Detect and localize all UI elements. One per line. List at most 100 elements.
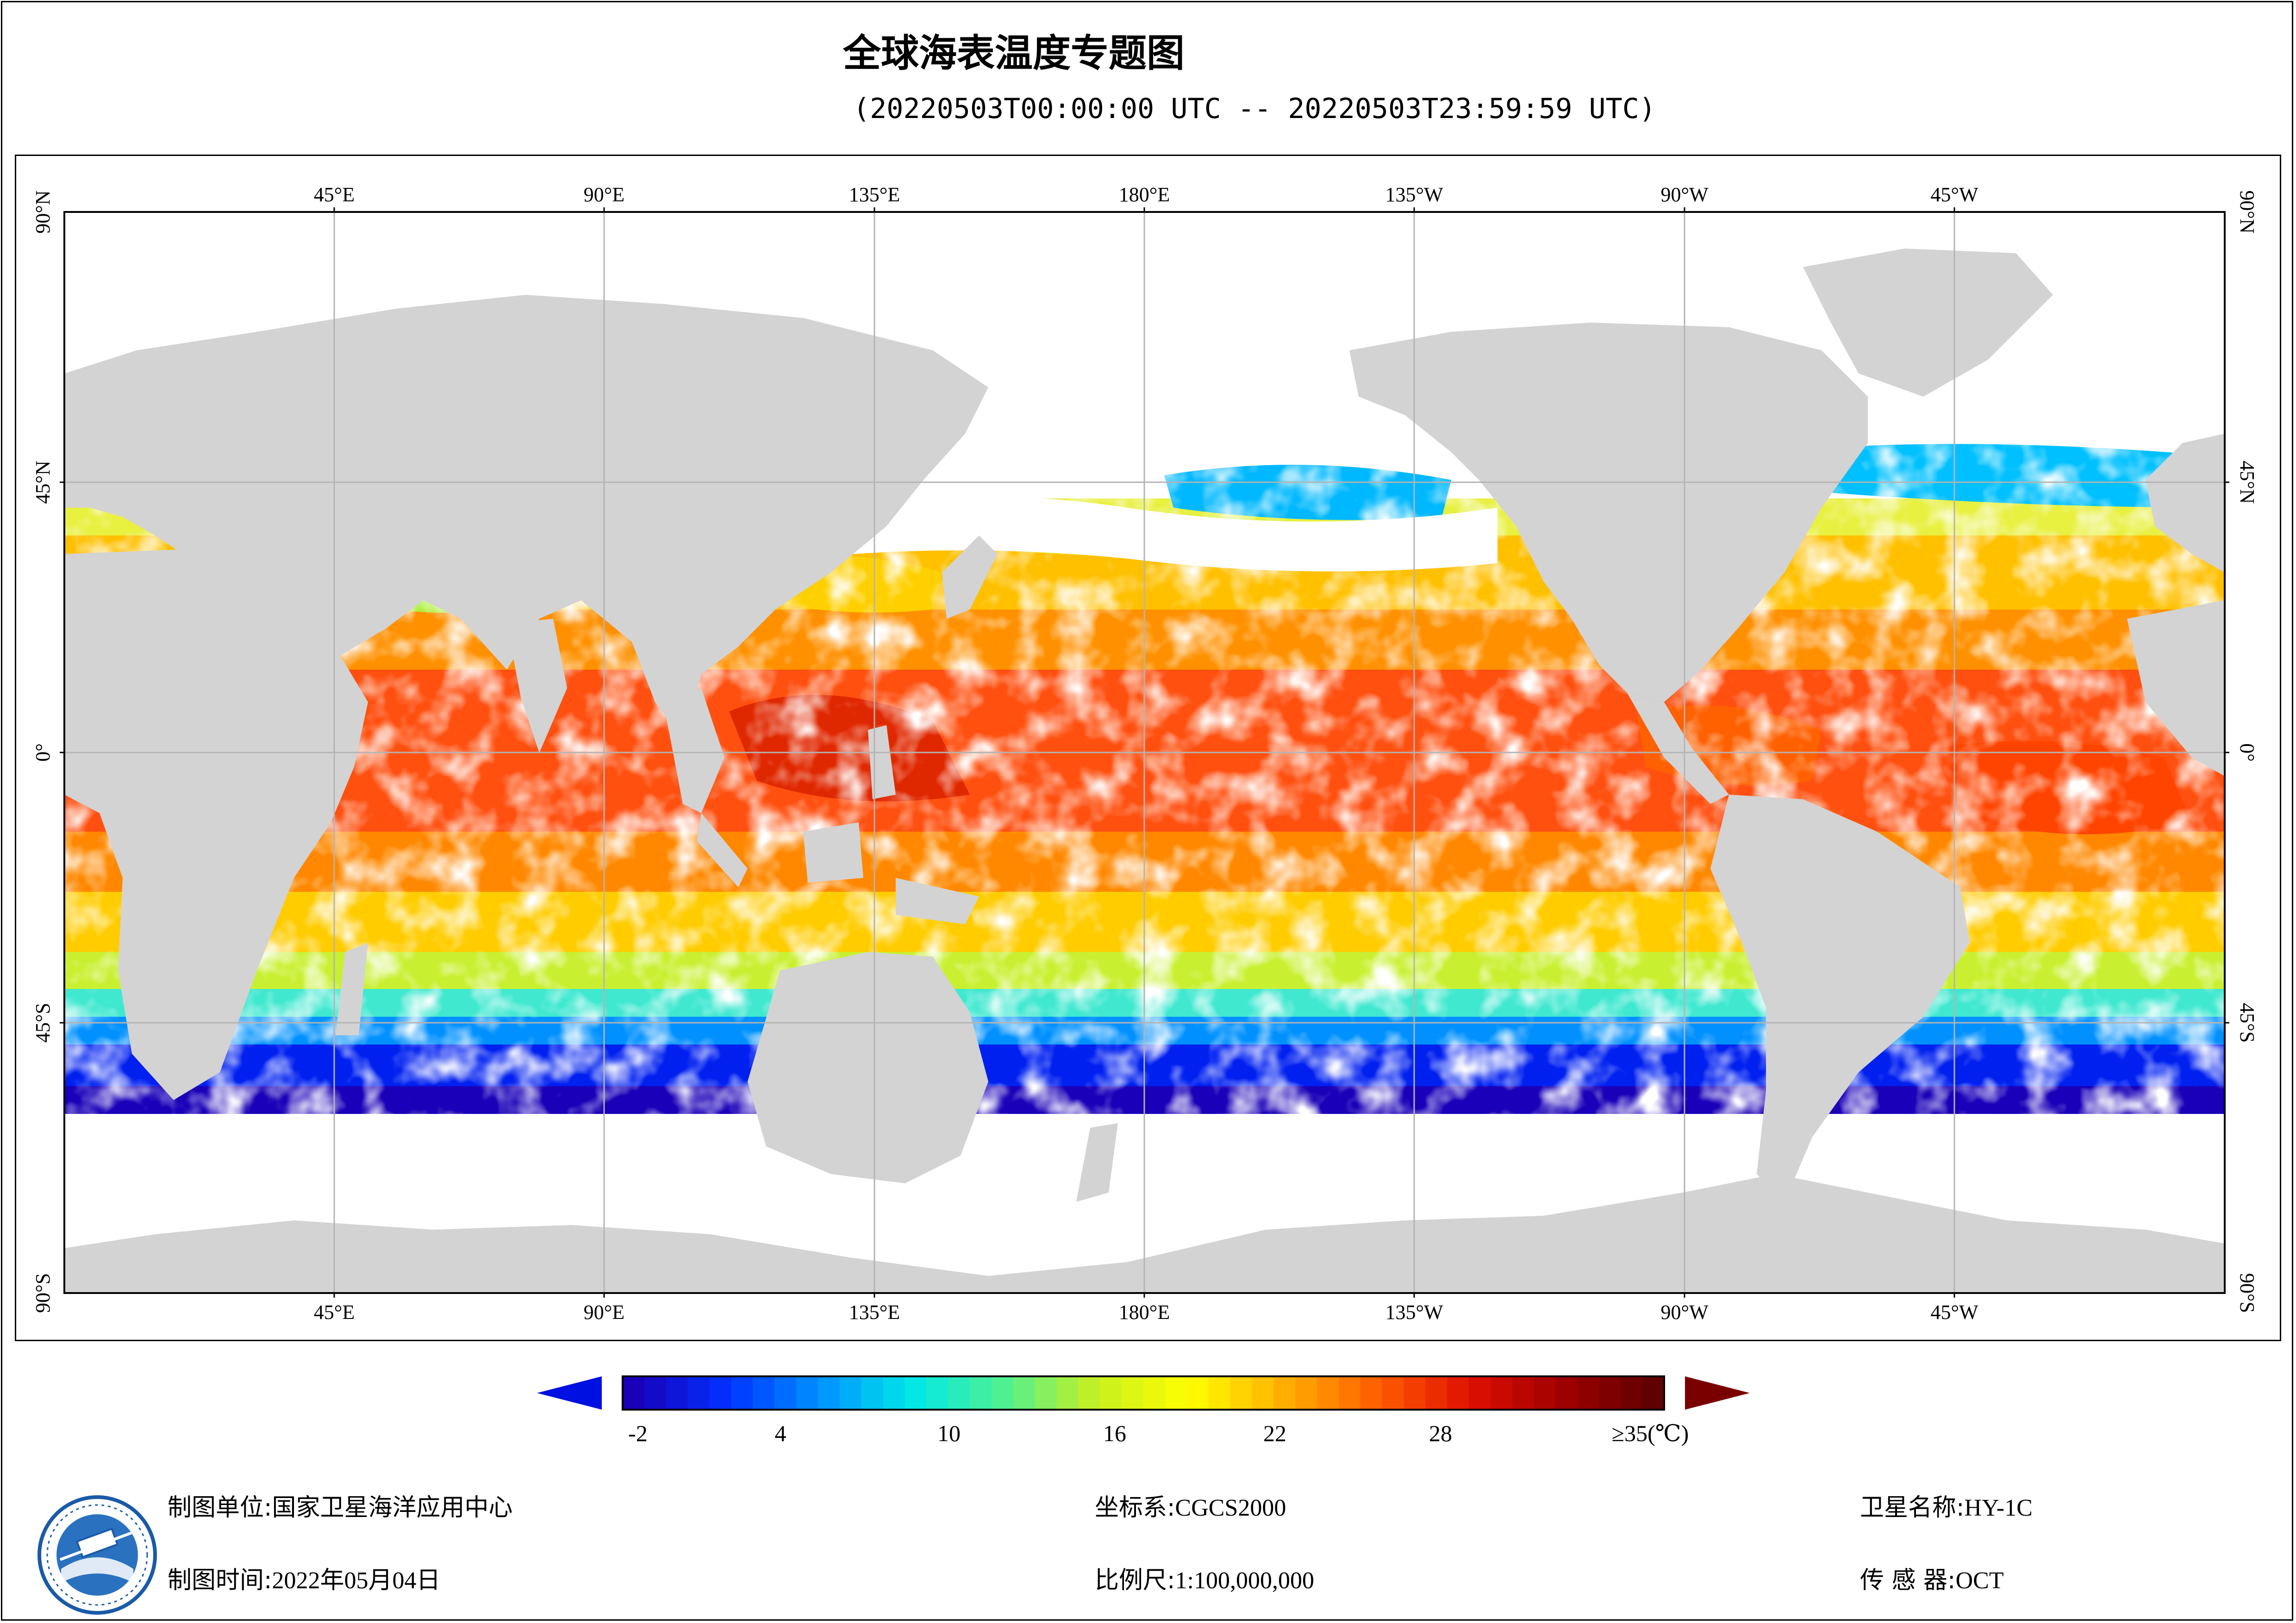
ticks — [60, 207, 2229, 1298]
legend-cell — [926, 1376, 948, 1410]
lat-labels-right: 90°N 45°N 0° 45°S 90°S — [2236, 190, 2259, 1313]
legend-cell — [1599, 1376, 1621, 1410]
legend-cell — [1317, 1376, 1339, 1410]
legend-cell — [948, 1376, 970, 1410]
legend-cell — [905, 1376, 927, 1410]
land-india — [507, 619, 567, 753]
land-new-guinea — [896, 878, 979, 924]
satellite-label: 卫星名称: — [1860, 1494, 1965, 1522]
legend-cell — [861, 1376, 884, 1410]
legend-cell — [1491, 1376, 1513, 1410]
lon-label: 45°E — [314, 183, 355, 206]
crs-info: 坐标系:CGCS2000 — [1095, 1488, 1286, 1523]
legend-border — [622, 1375, 1665, 1411]
lon-label: 45°W — [1930, 1301, 1978, 1324]
lat-label: 90°N — [31, 190, 54, 233]
time-range-subtitle: (20220503T00:00:00 UTC -- 20220503T23:59… — [853, 93, 1656, 125]
legend-cell — [1143, 1376, 1166, 1410]
legend-cell — [666, 1376, 688, 1410]
legend-cell — [1555, 1376, 1578, 1410]
legend-cell — [1295, 1376, 1317, 1410]
lon-labels-top: 45°E 90°E 135°E 180°E 135°W 90°W 45°W — [314, 183, 1978, 206]
lon-label: 90°E — [584, 183, 624, 206]
lat-label: 90°S — [31, 1273, 54, 1313]
legend-label: 10 — [937, 1420, 961, 1446]
legend-cell — [709, 1376, 731, 1410]
lon-label: 135°E — [849, 1301, 900, 1324]
lat-label: 0° — [31, 743, 54, 762]
legend-cell — [1100, 1376, 1122, 1410]
legend-cell — [1447, 1376, 1469, 1410]
lat-labels-left: 90°N 45°N 0° 45°S 90°S — [31, 190, 54, 1313]
legend-cell — [1338, 1376, 1361, 1410]
legend-cell — [1512, 1376, 1535, 1410]
production-time-info: 制图时间:2022年05月04日 — [168, 1561, 441, 1595]
satellite-info: 卫星名称:HY-1C — [1860, 1488, 2033, 1523]
legend-cell — [1186, 1376, 1209, 1410]
lon-label: 90°W — [1660, 1301, 1709, 1324]
legend-cell — [1056, 1376, 1079, 1410]
scale-info: 比例尺:1:100,000,000 — [1095, 1561, 1314, 1595]
sensor-value: OCT — [1955, 1567, 2004, 1594]
lon-label: 90°E — [584, 1301, 624, 1324]
legend-cell — [991, 1376, 1014, 1410]
legend-low-arrow — [537, 1376, 602, 1410]
crs-label: 坐标系: — [1095, 1494, 1175, 1522]
satellite-value: HY-1C — [1964, 1495, 2033, 1521]
land-japan — [942, 535, 998, 619]
lon-label: 135°E — [849, 183, 900, 206]
legend-cell — [1642, 1376, 1665, 1410]
land-new-zealand — [1076, 1123, 1118, 1202]
map-title: 全球海表温度专题图 — [842, 31, 1185, 75]
legend-label: 22 — [1263, 1420, 1286, 1446]
sensor-label: 传 感 器: — [1860, 1567, 1956, 1594]
legend-cell — [1360, 1376, 1383, 1410]
lon-label: 45°W — [1930, 183, 1978, 206]
map-frame: 45°E 90°E 135°E 180°E 135°W 90°W 45°W 45… — [15, 155, 2281, 1341]
lat-label: 45°N — [31, 460, 54, 504]
legend-cell — [687, 1376, 710, 1410]
legend-cell — [839, 1376, 862, 1410]
legend-cell — [1208, 1376, 1231, 1410]
land-west-africa — [2127, 600, 2225, 776]
color-legend — [537, 1375, 1750, 1411]
land-indochina — [664, 688, 724, 813]
legend-label: 28 — [1429, 1420, 1452, 1446]
legend-cell — [774, 1376, 797, 1410]
legend-cell — [1013, 1376, 1036, 1410]
producer-value: 国家卫星海洋应用中心 — [272, 1494, 513, 1522]
lat-label: 90°S — [2236, 1273, 2259, 1313]
legend-cell — [753, 1376, 775, 1410]
producer-info: 制图单位:国家卫星海洋应用中心 — [168, 1488, 513, 1523]
legend-color-cells — [623, 1376, 1665, 1410]
land-madagascar — [336, 943, 368, 1035]
production-time-label: 制图时间: — [168, 1567, 272, 1594]
lon-label: 45°E — [314, 1301, 355, 1324]
lat-label: 45°N — [2236, 460, 2259, 504]
nsoas-logo-icon — [37, 1495, 157, 1615]
legend-cell — [1382, 1376, 1404, 1410]
land-south-america — [1710, 795, 1970, 1202]
legend-cell — [1273, 1376, 1296, 1410]
land-eurasia — [64, 295, 988, 739]
legend-cell — [1165, 1376, 1187, 1410]
legend-cell — [883, 1376, 905, 1410]
land-greenland — [1803, 249, 2053, 397]
lat-label: 45°S — [2236, 1003, 2259, 1043]
lon-label: 180°E — [1119, 183, 1170, 206]
legend-cell — [1230, 1376, 1252, 1410]
production-time-value: 2022年05月04日 — [272, 1567, 441, 1594]
crs-value: CGCS2000 — [1175, 1495, 1286, 1521]
legend-cell — [731, 1376, 753, 1410]
legend-label: 4 — [774, 1420, 786, 1446]
world-map: 45°E 90°E 135°E 180°E 135°W 90°W 45°W 45… — [31, 183, 2259, 1324]
land-sumatra — [697, 813, 748, 887]
producer-label: 制图单位: — [168, 1494, 272, 1522]
legend-cell — [1425, 1376, 1447, 1410]
lat-label: 0° — [2236, 743, 2259, 762]
graticule — [64, 212, 2225, 1293]
legend-cell — [1577, 1376, 1599, 1410]
legend-label: 16 — [1103, 1420, 1126, 1446]
lon-label: 90°W — [1660, 183, 1709, 206]
scale-label: 比例尺: — [1095, 1567, 1175, 1594]
